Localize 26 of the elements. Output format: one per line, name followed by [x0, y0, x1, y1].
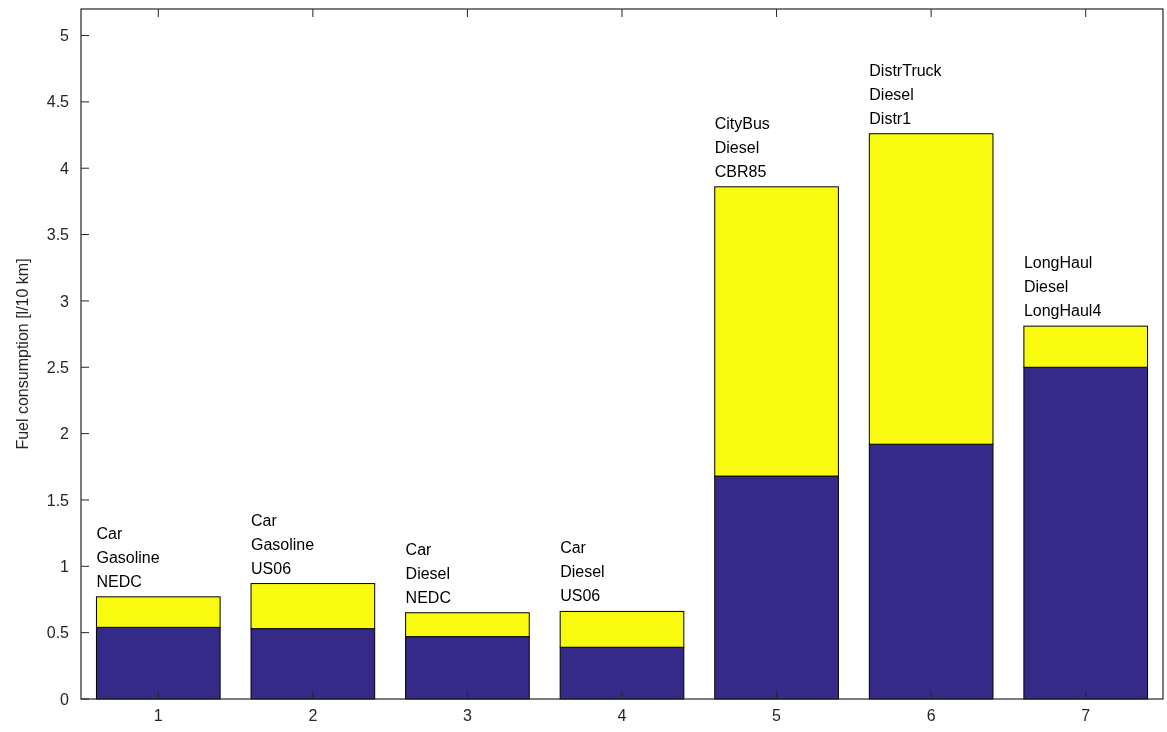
y-tick-label: 3.5 [46, 226, 70, 244]
y-tick-label: 3 [60, 292, 70, 310]
annotation: Car Gasoline NEDC [96, 524, 160, 590]
x-tick-label: 3 [462, 707, 472, 724]
y-tick-label: 1.5 [46, 491, 70, 509]
x-tick-label: 2 [308, 707, 318, 724]
annotation: DistrTruck Diesel Distr1 [869, 61, 943, 127]
annotation: Car Diesel NEDC [405, 540, 451, 606]
y-tick-label: 4 [60, 159, 70, 177]
annotation: LongHaul Diesel LongHaul4 [1023, 254, 1102, 320]
y-tick-label: 2.5 [46, 358, 70, 376]
annotation: CityBus Diesel CBR85 [714, 114, 770, 180]
x-tick-label: 6 [926, 707, 936, 724]
y-tick-label: 2 [60, 425, 70, 443]
x-tick-label: 5 [772, 707, 782, 724]
y-tick-label: 0 [60, 690, 70, 708]
annotation: Car Gasoline US06 [251, 511, 315, 577]
y-tick-label: 4.5 [46, 93, 70, 111]
x-tick-label: 7 [1081, 707, 1091, 724]
y-tick-label: 1 [60, 557, 70, 575]
y-axis-title: Fuel consumption [l/10 km] [14, 258, 31, 450]
x-tick-label: 1 [153, 707, 163, 724]
x-tick-label: 4 [617, 707, 627, 724]
y-tick-label: 0.5 [46, 624, 70, 642]
y-tick-label: 5 [60, 27, 70, 45]
annotation: Car Diesel US06 [560, 539, 605, 605]
